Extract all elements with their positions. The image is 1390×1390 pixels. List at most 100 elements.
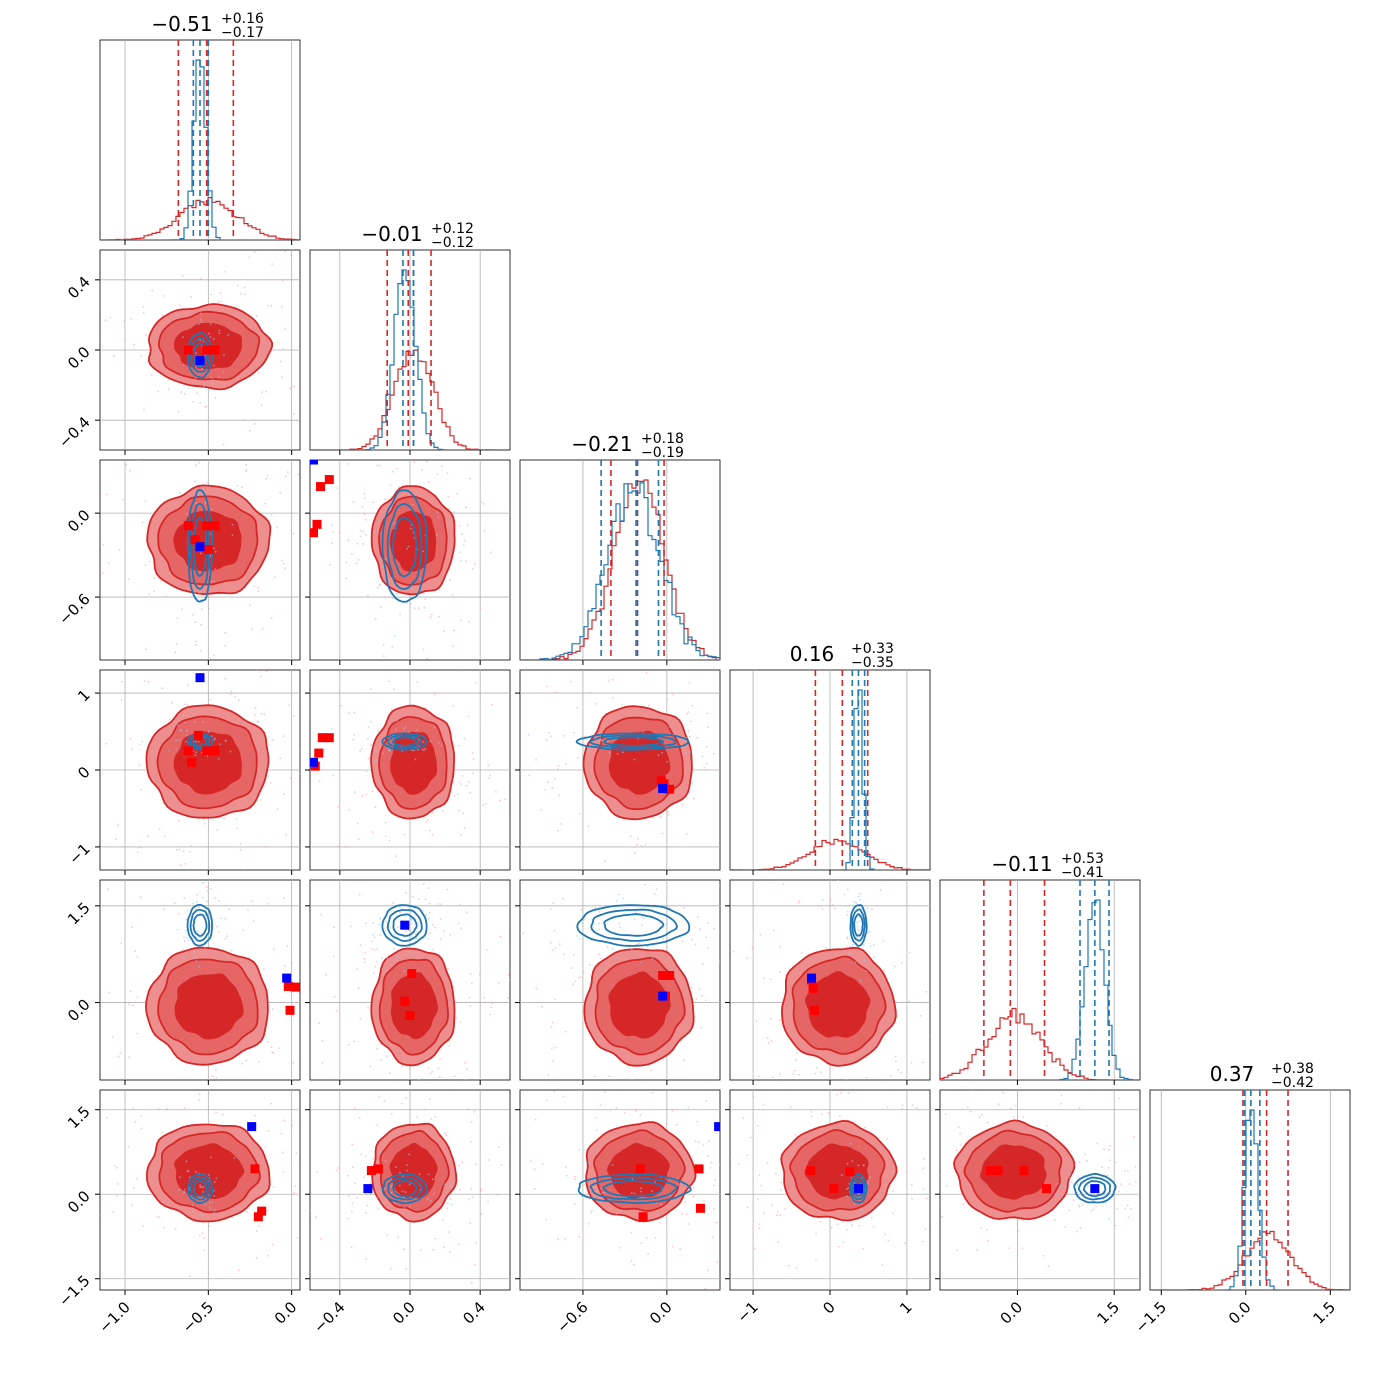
- scatter-point-b: [428, 912, 431, 914]
- scatter-point-b: [183, 1190, 186, 1193]
- scatter-point-a: [428, 1098, 431, 1101]
- scatter-point-b: [644, 883, 646, 886]
- scatter-point-a: [423, 606, 426, 609]
- scatter-point-a: [545, 739, 548, 741]
- scatter-point-a: [4, 1209, 6, 1211]
- scatter-point-b: [218, 758, 220, 760]
- scatter-point-a: [109, 316, 112, 319]
- scatter-point-b: [836, 880, 839, 881]
- scatter-point-a: [499, 935, 502, 938]
- scatter-point-a: [694, 1140, 697, 1143]
- scatter-point-a: [551, 1021, 554, 1024]
- scatter-point-a: [243, 419, 246, 421]
- scatter-point-a: [687, 1223, 690, 1225]
- scatter-point-b: [379, 1151, 382, 1153]
- scatter-point-a: [115, 838, 118, 840]
- scatter-point-a: [226, 935, 228, 937]
- scatter-point-b: [439, 1203, 441, 1206]
- histogram-series-b: [310, 269, 510, 450]
- scatter-point-a: [358, 893, 361, 896]
- scatter-point-a: [935, 1111, 937, 1113]
- scatter-point-a: [908, 1000, 910, 1003]
- scatter-point-a: [577, 976, 580, 979]
- scatter-point-b: [857, 1215, 860, 1218]
- scatter-point-b: [619, 926, 621, 929]
- scatter-point-b: [207, 1174, 210, 1176]
- scatter-point-a: [1042, 1254, 1045, 1257]
- scatter-point-a: [606, 946, 609, 949]
- scatter-point-a: [574, 980, 577, 983]
- scatter-point-a: [159, 580, 162, 582]
- scatter-point-b: [199, 1213, 202, 1216]
- scatter-point-a: [282, 348, 284, 351]
- scatter-point-a: [357, 453, 359, 455]
- peak-marker-a: [257, 1206, 267, 1216]
- scatter-point-a: [178, 848, 181, 851]
- scatter-point-a: [845, 1228, 848, 1231]
- scatter-point-b: [422, 741, 425, 743]
- scatter-point-a: [183, 1107, 186, 1109]
- scatter-point-a: [72, 507, 74, 509]
- scatter-point-b: [1069, 1173, 1071, 1176]
- scatter-point-a: [727, 837, 729, 839]
- scatter-point-a: [648, 704, 650, 707]
- scatter-point-a: [292, 1061, 295, 1064]
- scatter-point-a: [779, 970, 781, 973]
- scatter-point-a: [158, 828, 161, 830]
- scatter-point-b: [440, 903, 443, 905]
- x-tick-label: 0.0: [997, 1298, 1027, 1328]
- scatter-point-a: [409, 602, 412, 605]
- scatter-point-b: [206, 755, 209, 757]
- scatter-point-a: [200, 278, 202, 280]
- scatter-point-b: [224, 937, 227, 940]
- scatter-point-a: [94, 330, 96, 332]
- scatter-point-a: [491, 703, 493, 706]
- scatter-point-b: [185, 929, 188, 932]
- scatter-point-a: [136, 956, 139, 958]
- scatter-point-b: [581, 915, 584, 918]
- scatter-point-a: [772, 1076, 774, 1079]
- scatter-point-b: [213, 1211, 216, 1214]
- scatter-point-b: [402, 727, 405, 730]
- scatter-point-a: [578, 1235, 581, 1238]
- contour-b-0: [187, 331, 214, 379]
- scatter-point-a: [922, 1240, 924, 1243]
- scatter-point-b: [388, 749, 391, 752]
- scatter-point-a: [546, 685, 549, 688]
- scatter-point-a: [483, 502, 485, 505]
- scatter-point-a: [421, 469, 423, 471]
- scatter-point-a: [366, 1204, 369, 1207]
- scatter-point-b: [861, 1208, 864, 1211]
- scatter-point-a: [242, 929, 245, 932]
- scatter-point-a: [551, 787, 554, 789]
- scatter-point-b: [177, 724, 180, 727]
- scatter-point-a: [401, 1102, 403, 1105]
- scatter-point-a: [436, 473, 439, 475]
- scatter-point-b: [213, 1181, 216, 1183]
- y-tick-label: 0.4: [64, 273, 94, 303]
- scatter-point-a: [814, 1072, 817, 1075]
- scatter-point-a: [752, 1096, 755, 1098]
- scatter-point-b: [376, 1175, 378, 1178]
- scatter-point-b: [842, 947, 844, 950]
- scatter-point-b: [689, 751, 692, 753]
- scatter-point-a: [544, 789, 547, 791]
- scatter-point-a: [559, 664, 561, 666]
- panel-3-1: [305, 669, 511, 875]
- scatter-point-a: [970, 1090, 972, 1092]
- scatter-point-a: [264, 502, 266, 505]
- scatter-point-b: [359, 535, 362, 538]
- peak-marker-a: [203, 545, 213, 555]
- scatter-point-a: [373, 936, 376, 939]
- scatter-point-b: [426, 1198, 429, 1201]
- panel-content: [310, 453, 510, 660]
- scatter-point-b: [646, 945, 649, 948]
- histogram-series-a: [100, 197, 300, 240]
- scatter-point-a: [636, 837, 639, 840]
- scatter-point-a: [862, 1248, 865, 1250]
- panel-4-2: [515, 879, 721, 1085]
- scatter-point-b: [847, 1187, 850, 1189]
- scatter-point-a: [105, 742, 108, 745]
- scatter-point-a: [53, 896, 55, 898]
- scatter-point-b: [564, 1166, 567, 1168]
